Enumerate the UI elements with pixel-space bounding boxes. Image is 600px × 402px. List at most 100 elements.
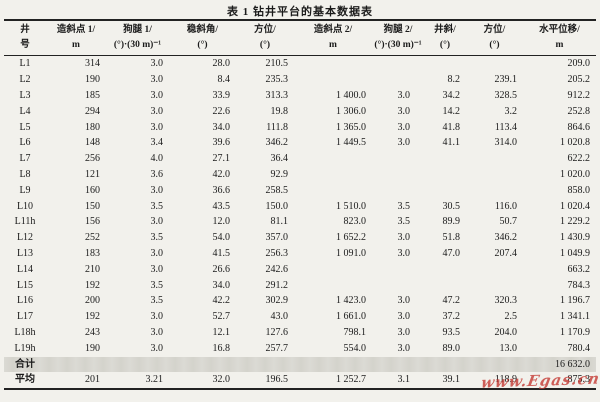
value-cell: 148 (85, 137, 100, 149)
value-cell: 875.3 (567, 374, 591, 386)
value-cell: 313.3 (265, 90, 289, 102)
value-cell: 1 341.1 (560, 311, 590, 323)
table-row: L18h 243 3.0 12.1 127.6 798.1 3.0 93.5 204.0 1 17… (4, 325, 596, 341)
value-cell (169, 357, 236, 373)
value-cell: 3.0 (150, 121, 164, 133)
well-id-cell: L12 (16, 232, 34, 244)
value-cell: 3.0 (150, 342, 164, 354)
value-cell: 314.0 (494, 137, 518, 149)
well-id-cell: L18h (14, 326, 36, 338)
value-cell: 116.0 (494, 200, 517, 212)
value-cell (236, 357, 294, 373)
value-cell: 209.0 (567, 58, 591, 70)
value-cell: 823.0 (343, 216, 367, 228)
value-cell: 12.1 (212, 326, 231, 338)
value-cell: 196.5 (265, 374, 289, 386)
value-cell (424, 262, 466, 278)
value-cell: 1 020.4 (560, 200, 590, 212)
value-cell: 81.1 (270, 216, 289, 228)
value-cell: 3.2 (504, 105, 518, 117)
value-cell: 160 (85, 184, 100, 196)
value-cell: 22.6 (212, 105, 231, 117)
column-header: 造斜点 1/m (46, 20, 106, 57)
value-cell: 864.6 (567, 121, 591, 133)
value-cell: 204.0 (494, 326, 518, 338)
value-cell (424, 183, 466, 199)
value-cell: 190 (85, 74, 100, 86)
value-cell: 54.0 (212, 232, 231, 244)
value-cell: 3.0 (150, 216, 164, 228)
value-cell: 320.3 (494, 295, 518, 307)
value-cell (372, 72, 424, 88)
table-row: L6 148 3.4 39.6 346.2 1 449.5 3.0 41.1 314.0 1 02… (4, 135, 596, 151)
value-cell: 113.4 (494, 121, 517, 133)
value-cell: 207.4 (494, 248, 518, 259)
value-cell: 42.0 (212, 169, 231, 181)
drilling-data-table: 井号造斜点 1/m 狗腿 1/(°)·(30 m)⁻¹ 稳斜角/(°) 方位/(°) 造… (4, 19, 596, 391)
value-cell: 47.0 (442, 248, 461, 259)
table-row: L2 190 3.0 8.4 235.3 8.2 239.1 205.2 (4, 72, 596, 88)
value-cell: 8.2 (447, 74, 461, 86)
value-cell: 27.1 (212, 153, 231, 165)
value-cell: 36.6 (212, 184, 231, 196)
value-cell: 39.1 (442, 374, 461, 386)
value-cell: 41.5 (212, 248, 231, 259)
value-cell: 28.0 (212, 58, 231, 70)
well-id-cell: L6 (19, 137, 31, 149)
value-cell: 1 020.0 (560, 169, 590, 181)
value-cell: 3.0 (150, 311, 164, 323)
value-cell: 34.2 (442, 90, 461, 102)
value-cell: 3.5 (150, 295, 164, 307)
value-cell (294, 278, 372, 294)
column-header: 狗腿 2/(°)·(30 m)⁻¹ (372, 20, 424, 57)
value-cell: 1 661.0 (336, 311, 366, 323)
value-cell: 798.1 (343, 326, 367, 338)
well-id-cell: L3 (19, 90, 31, 102)
well-id-cell: 合计 (15, 358, 35, 370)
value-cell: 210.5 (265, 58, 289, 70)
value-cell (424, 278, 466, 294)
value-cell: 239.1 (494, 74, 518, 86)
value-cell: 784.3 (567, 279, 591, 291)
value-cell: 1 423.0 (336, 295, 366, 307)
value-cell (466, 183, 523, 199)
value-cell: 258.5 (265, 184, 289, 196)
table-row: L5 180 3.0 34.0 111.8 1 365.0 3.0 41.8 113.4 864.… (4, 120, 596, 136)
value-cell: 1 365.0 (336, 121, 366, 133)
column-header: 方位/(°) (236, 20, 294, 57)
column-header: 水平位移/m (523, 20, 596, 57)
value-cell: 3.0 (150, 90, 164, 102)
value-cell (372, 357, 424, 373)
table-header: 井号造斜点 1/m 狗腿 1/(°)·(30 m)⁻¹ 稳斜角/(°) 方位/(°) 造… (4, 20, 596, 57)
value-cell: 89.9 (442, 216, 461, 228)
value-cell (372, 167, 424, 183)
column-header: 稳斜角/(°) (169, 20, 236, 57)
value-cell: 3.4 (150, 137, 164, 149)
value-cell (424, 167, 466, 183)
value-cell: 252.8 (567, 105, 591, 117)
value-cell: 3.0 (150, 263, 164, 275)
value-cell: 34.0 (212, 121, 231, 133)
value-cell: 30.5 (442, 200, 461, 212)
value-cell: 16.8 (212, 342, 231, 354)
table-row: L4 294 3.0 22.6 19.8 1 306.0 3.0 14.2 3.2 252.8 (4, 104, 596, 120)
table-row: L9 160 3.0 36.6 258.5 858.0 (4, 183, 596, 199)
value-cell: 41.8 (442, 121, 461, 133)
value-cell: 14.2 (442, 105, 461, 117)
value-cell: 190 (85, 342, 100, 354)
value-cell (372, 183, 424, 199)
well-id-cell: L9 (19, 184, 31, 196)
column-header: 狗腿 1/(°)·(30 m)⁻¹ (106, 20, 169, 57)
value-cell: 1 196.7 (560, 295, 590, 307)
value-cell: 192 (85, 311, 100, 323)
value-cell (372, 262, 424, 278)
value-cell (466, 357, 523, 373)
well-id-cell: L5 (19, 121, 31, 133)
value-cell: 183 (85, 248, 100, 259)
table-row: 平均 201 3.21 32.0 196.5 1 252.7 3.1 39.1 118.9 875… (4, 372, 596, 389)
value-cell: 13.0 (499, 342, 518, 354)
value-cell: 3.21 (145, 374, 164, 386)
value-cell: 89.0 (442, 342, 461, 354)
value-cell (294, 72, 372, 88)
value-cell: 92.9 (270, 169, 289, 181)
